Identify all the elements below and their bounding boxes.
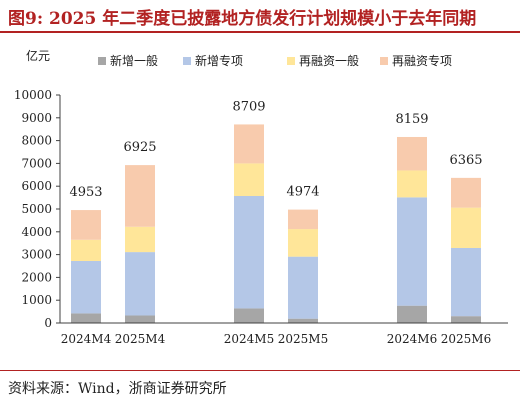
bar-segment-2024M5-3 xyxy=(234,163,264,197)
bar-segment-2024M6-3 xyxy=(397,170,427,198)
total-label-2025M6: 6365 xyxy=(449,153,482,168)
x-tick-label-2024M5: 2024M5 xyxy=(224,332,274,346)
y-tick-label: 10000 xyxy=(14,88,52,102)
total-label-2025M5: 4974 xyxy=(286,185,319,200)
y-tick-label: 6000 xyxy=(21,179,52,193)
y-tick-label: 0 xyxy=(44,316,52,330)
bar-segment-2024M6-4 xyxy=(397,136,427,171)
bar-segment-2024M5-1 xyxy=(234,308,264,323)
total-label-2024M5: 8709 xyxy=(232,99,265,114)
bars xyxy=(71,124,481,323)
x-tick-label-2025M4: 2025M4 xyxy=(115,332,166,346)
y-tick-label: 2000 xyxy=(21,270,52,284)
legend-swatch-2 xyxy=(183,57,191,65)
total-label-2024M4: 4953 xyxy=(69,185,102,200)
bar-segment-2024M6-1 xyxy=(397,305,427,323)
bar-segment-2024M6-2 xyxy=(397,197,427,306)
source-note: 资料来源：Wind，浙商证券研究所 xyxy=(8,381,227,397)
bar-segment-2025M5-1 xyxy=(288,318,318,323)
bar-segment-2025M4-2 xyxy=(125,252,155,316)
bar-segment-2025M6-2 xyxy=(451,247,481,317)
bar-segment-2024M4-4 xyxy=(71,210,101,240)
y-tick-label: 8000 xyxy=(21,134,52,148)
bar-segment-2025M4-1 xyxy=(125,315,155,323)
bar-segment-2024M4-2 xyxy=(71,260,101,314)
bar-segment-2025M4-3 xyxy=(125,226,155,253)
bar-segment-2025M5-2 xyxy=(288,256,318,319)
y-axis-unit-label: 亿元 xyxy=(26,48,50,63)
x-tick-label-2025M6: 2025M6 xyxy=(441,332,491,346)
x-tick-label-2024M6: 2024M6 xyxy=(387,332,437,346)
source-divider xyxy=(0,370,520,371)
legend-label-3: 再融资一般 xyxy=(299,53,359,68)
bar-segment-2025M5-4 xyxy=(288,209,318,230)
legend-swatch-4 xyxy=(380,57,388,65)
legend-label-1: 新增一般 xyxy=(110,53,158,68)
chart-title: 图9: 2025 年二季度已披露地方债发行计划规模小于去年同期 xyxy=(8,9,477,29)
stacked-bar-chart: 亿元 新增一般 新增专项 再融资一般 再融资专项 0 1000 2000 3000 4000 5… xyxy=(14,48,508,346)
bar-segment-2024M4-3 xyxy=(71,239,101,261)
bar-segment-2025M5-3 xyxy=(288,229,318,257)
bar-segment-2025M6-3 xyxy=(451,207,481,248)
bar-segment-2024M5-2 xyxy=(234,196,264,309)
y-tick-label: 1000 xyxy=(21,293,52,307)
y-tick-label: 5000 xyxy=(21,202,52,216)
bar-segment-2025M6-1 xyxy=(451,316,481,323)
legend-swatch-1 xyxy=(98,57,106,65)
total-label-2025M4: 6925 xyxy=(123,140,156,155)
y-tick-label: 3000 xyxy=(21,248,52,262)
legend-swatch-3 xyxy=(287,57,295,65)
bar-segment-2025M6-4 xyxy=(451,177,481,208)
x-tick-label-2024M4: 2024M4 xyxy=(61,332,112,346)
bar-segment-2024M5-4 xyxy=(234,124,264,164)
y-tick-label: 7000 xyxy=(21,156,52,170)
total-label-2024M6: 8159 xyxy=(395,112,428,127)
bar-segment-2024M4-1 xyxy=(71,313,101,323)
x-tick-label-2025M5: 2025M5 xyxy=(278,332,328,346)
total-labels: 4953 6925 8709 4974 8159 6365 xyxy=(69,99,482,200)
x-axis: 2024M4 2025M4 2024M5 2025M5 2024M6 2025M6 xyxy=(60,322,508,346)
legend-label-4: 再融资专项 xyxy=(392,53,452,68)
title-divider xyxy=(0,31,520,33)
bar-segment-2025M4-4 xyxy=(125,165,155,227)
y-tick-label: 9000 xyxy=(21,111,52,125)
y-axis: 0 1000 2000 3000 4000 5000 6000 7000 8000 9000 100… xyxy=(14,88,61,330)
legend: 新增一般 新增专项 再融资一般 再融资专项 xyxy=(98,53,452,68)
legend-label-2: 新增专项 xyxy=(195,53,243,68)
y-tick-label: 4000 xyxy=(21,225,52,239)
